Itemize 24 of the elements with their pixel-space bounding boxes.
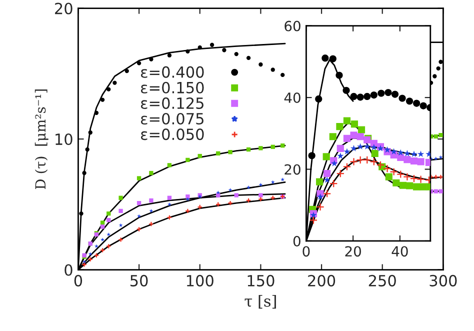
y-tick-label: 0: [64, 264, 72, 276]
x-tick-label: 0: [302, 246, 310, 257]
legend-label: ε=0.075: [140, 112, 204, 125]
y-tick-label: 60: [284, 20, 300, 32]
x-axis-title: τ [s]: [244, 294, 276, 309]
x-tick-label: 20: [345, 246, 361, 257]
y-axis-title: D (τ) [μm²s⁻¹]: [34, 89, 48, 190]
x-tick-label: 0: [74, 274, 82, 286]
y-tick-label: 0: [293, 236, 300, 246]
x-tick-label: 50: [130, 274, 148, 286]
x-tick-label: 100: [186, 274, 214, 286]
x-tick-label: 250: [368, 274, 396, 286]
x-tick-label: 40: [392, 246, 408, 257]
x-tick-label: 200: [308, 274, 336, 286]
y-tick-label: 20: [284, 164, 300, 175]
legend-label: ε=0.050: [140, 128, 204, 140]
x-tick-label: 150: [248, 274, 274, 286]
legend-label: ε=0.150: [140, 82, 204, 94]
y-tick-label: 10: [56, 133, 72, 146]
y-tick-label: 40: [284, 92, 300, 104]
legend-label: ε=0.125: [140, 97, 204, 109]
legend-label: ε=0.400: [140, 66, 204, 78]
y-tick-label: 20: [55, 2, 72, 14]
x-tick-label: 300: [430, 274, 457, 286]
